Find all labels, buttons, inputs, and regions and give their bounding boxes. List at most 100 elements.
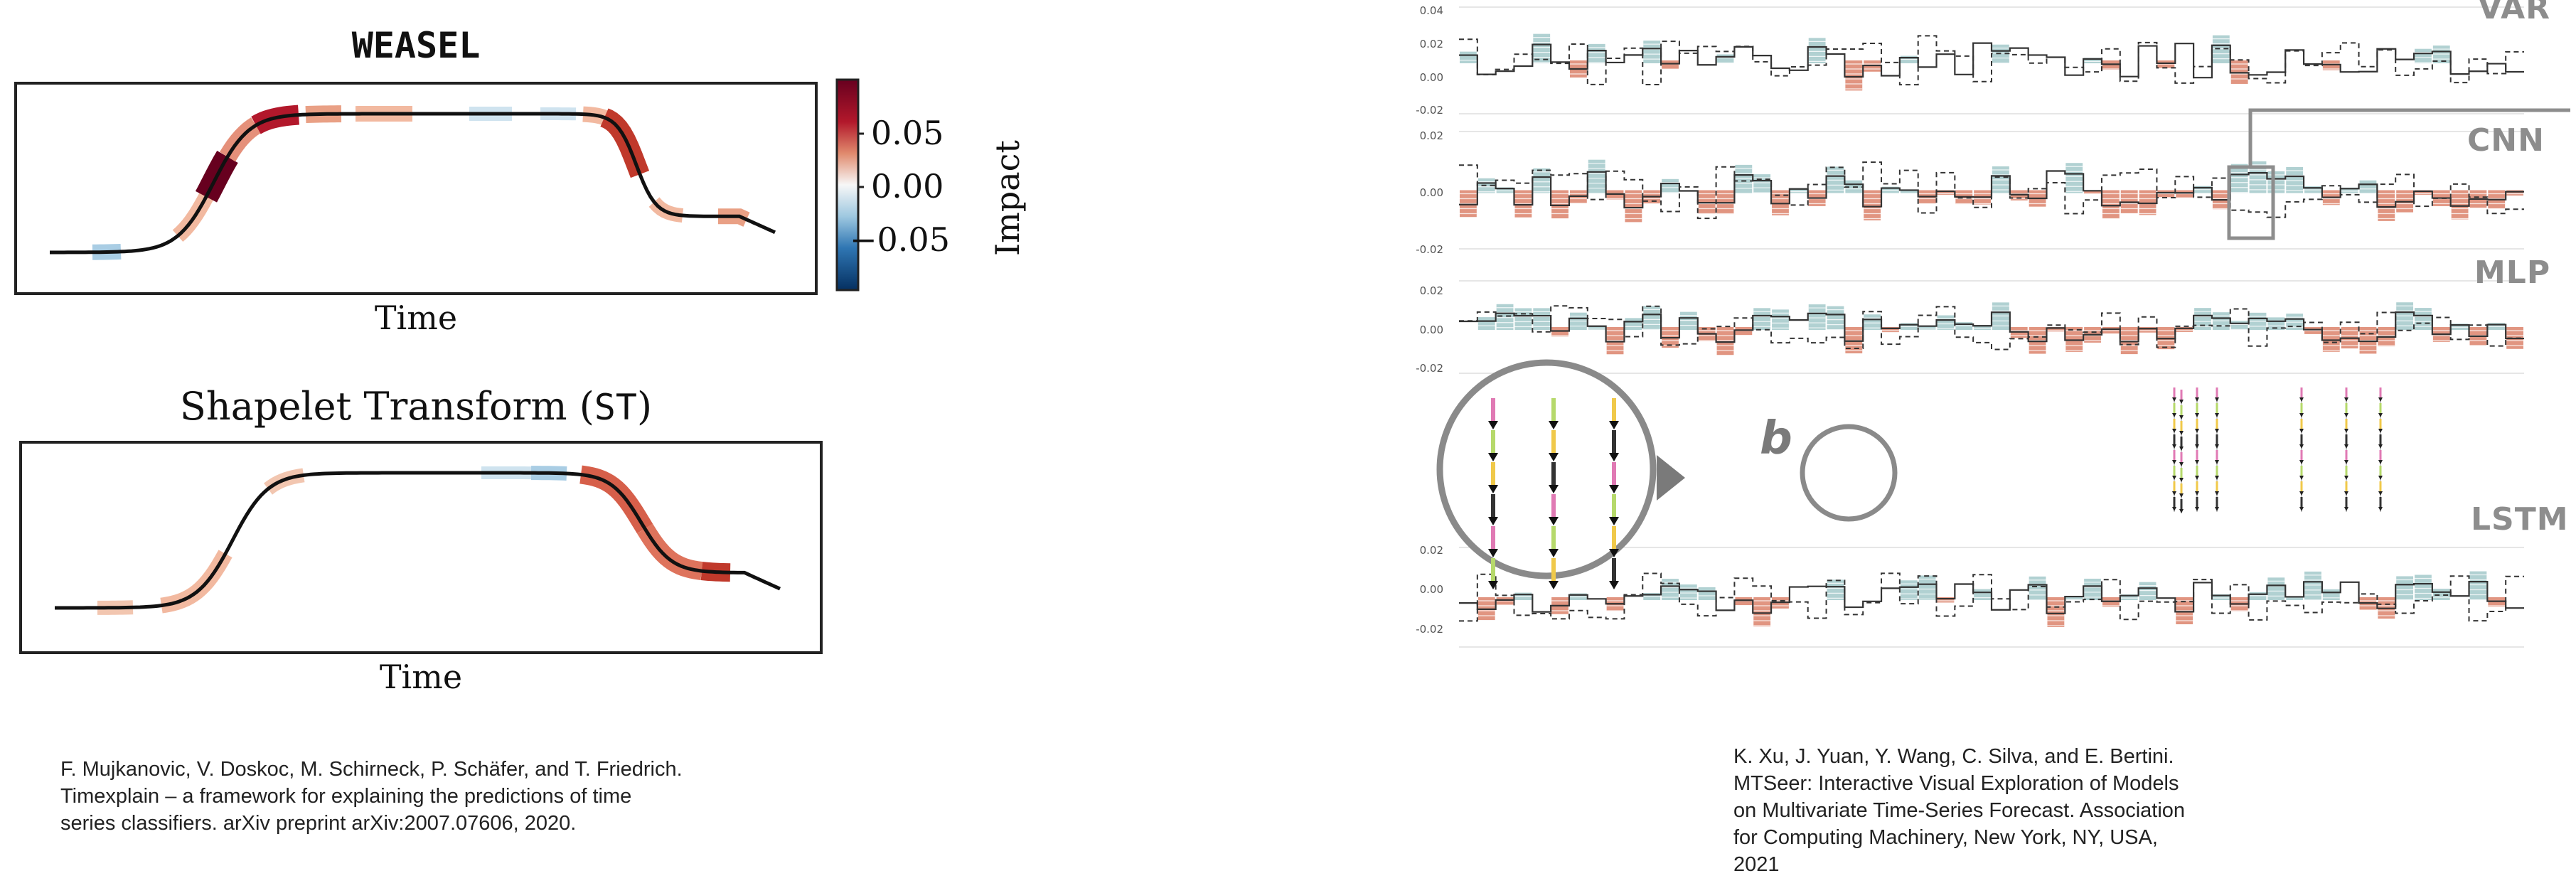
selection-box (2227, 165, 2275, 240)
forecast-error-bar (1790, 188, 1807, 193)
weasel-title: WEASEL (351, 25, 481, 66)
forecast-error-bar (1662, 178, 1679, 193)
forecast-error-bar (1460, 51, 1477, 63)
forecast-error-bar (2267, 577, 2285, 600)
st-curve (55, 465, 781, 615)
forecast-error-bar (2176, 327, 2193, 333)
weasel-xlabel: Time (374, 299, 458, 337)
forecast-error-bar (2415, 308, 2432, 330)
forecast-error-bar (1918, 325, 1936, 330)
impact-segment (579, 465, 653, 534)
weasel-curve (50, 105, 776, 260)
forecast-error-bar (1753, 308, 1771, 330)
forecast-error-bar (1937, 597, 1955, 603)
colorbar-tick-high: 0.05 (871, 114, 944, 152)
forecast-error-bar (2322, 589, 2340, 600)
forecast-error-bar (2139, 327, 2157, 333)
st-xlabel: Time (379, 658, 463, 696)
weasel-plot (14, 82, 818, 295)
forecast-error-bar (2029, 576, 2046, 600)
forecast-error-bar (1937, 315, 1955, 330)
mtseer-panels (1436, 6, 2570, 648)
forecast-error-bar (1827, 579, 1844, 600)
forecast-error-bar (2120, 594, 2138, 600)
citation-line: MTSeer: Interactive Visual Exploration o… (1733, 772, 2179, 795)
forecast-error-bar (1974, 589, 1991, 600)
citation-line: for Computing Machinery, New York, NY, U… (1733, 826, 2158, 849)
cnn-ytick: 0.00 (1419, 186, 1443, 199)
st-title-mono: ST (594, 387, 637, 428)
citation-line: series classifiers. arXiv preprint arXiv… (60, 812, 577, 835)
forecast-error-bar (1662, 60, 1679, 69)
forecast-error-bar (1533, 308, 1551, 330)
forecast-error-bar (1900, 190, 1918, 193)
st-plot (19, 441, 823, 654)
citation-line: Timexplain – a framework for explaining … (60, 785, 632, 808)
forecast-error-bar (2084, 190, 2101, 194)
forecast-error-bar (1514, 308, 1532, 330)
impact-segment (600, 108, 650, 178)
forecast-error-bar (2230, 164, 2248, 193)
forecast-error-bar (1477, 317, 1495, 330)
forecast-error-bar (2212, 35, 2230, 63)
citation-line: K. Xu, J. Yuan, Y. Wang, C. Silva, and E… (1733, 745, 2174, 768)
forecast-error-bar (2378, 190, 2395, 221)
forecast-error-bar (1900, 580, 1918, 600)
forecast-error-bar (1716, 54, 1734, 63)
magnifier-small (1800, 424, 1898, 522)
colorbar-tick-low: −0.05 (850, 220, 950, 259)
forecast-error-bar (1496, 187, 1514, 193)
forecast-error-bar (1588, 325, 1605, 330)
colorbar-label: Impact (988, 140, 1027, 256)
citation-line: 2021 (1733, 853, 1780, 876)
forecast-error-bar (1533, 33, 1551, 63)
timexplain-figure: WEASEL Time 0.05 0.00 −0.05 Impact (0, 0, 1138, 893)
forecast-error-bar (2084, 578, 2101, 600)
citation-line: F. Mujkanovic, V. Doskoc, M. Schirneck, … (60, 758, 683, 781)
var-ytick: -0.02 (1416, 104, 1443, 117)
inset-label-b: b (1760, 412, 1792, 465)
forecast-error-bar (2286, 167, 2304, 193)
forecast-error-bar (1551, 190, 1568, 219)
forecast-error-bar (2432, 589, 2450, 600)
forecast-error-bar (2065, 163, 2083, 193)
forecast-error-bar (1753, 174, 1771, 193)
var-ytick: 0.02 (1419, 38, 1443, 50)
mlp-ytick: 0.00 (1419, 323, 1443, 336)
prediction-line (1459, 581, 2524, 614)
colorbar-tick-mid: 0.00 (871, 167, 944, 205)
forecast-error-bar (1496, 304, 1514, 330)
forecast-error-bar (1643, 306, 1661, 330)
var-ytick: 0.00 (1419, 71, 1443, 84)
forecast-error-bar (2451, 190, 2469, 220)
forecast-error-bar (2194, 308, 2211, 330)
magnifier-large (1436, 359, 1657, 579)
forecast-error-bar (2065, 596, 2083, 600)
st-title-suffix: ) (637, 384, 653, 429)
model-label-var: VAR (2478, 0, 2550, 26)
forecast-error-bar (2084, 58, 2101, 63)
ground-truth-line (1459, 572, 2524, 622)
ground-truth-line (1459, 35, 2524, 86)
forecast-error-bar (1937, 190, 1955, 196)
forecast-error-bar (2047, 597, 2065, 628)
forecast-error-bar (1625, 318, 1642, 330)
var-ytick: 0.04 (1419, 4, 1443, 17)
timexplain-citation: F. Mujkanovic, V. Doskoc, M. Schirneck, … (60, 756, 843, 837)
forecast-error-bar (1772, 309, 1789, 330)
forecast-error-bar (2415, 574, 2432, 600)
lstm-ytick: 0.00 (1419, 583, 1443, 596)
forecast-error-bar (2230, 321, 2248, 330)
model-label-cnn: CNN (2467, 122, 2545, 159)
impact-segment (160, 550, 233, 614)
mlp-ytick: 0.02 (1419, 284, 1443, 297)
forecast-error-bar (2212, 594, 2230, 600)
mtseer-figure: VAR CNN MLP LSTM 0.04 0.02 0.00 -0.02 0.… (1415, 0, 2576, 893)
forecast-error-bar (2469, 571, 2487, 600)
st-title-prefix: Shapelet Transform ( (179, 384, 594, 429)
forecast-error-bar (1643, 41, 1661, 63)
forecast-error-bar (1679, 311, 1697, 330)
st-title: Shapelet Transform (ST) (14, 384, 818, 429)
citation-line: on Multivariate Time-Series Forecast. As… (1733, 799, 2186, 822)
forecast-error-bar (1735, 164, 1753, 193)
